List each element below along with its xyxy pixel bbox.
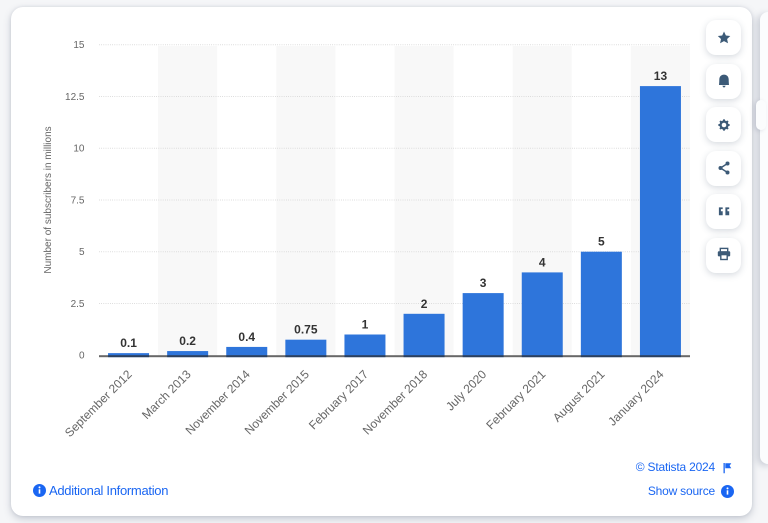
svg-text:0.2: 0.2 xyxy=(179,334,196,348)
svg-text:July 2020: July 2020 xyxy=(443,367,489,413)
svg-text:September 2012: September 2012 xyxy=(62,367,135,440)
svg-text:February 2021: February 2021 xyxy=(483,367,548,432)
svg-text:August 2021: August 2021 xyxy=(550,367,608,425)
svg-text:3: 3 xyxy=(480,276,487,290)
svg-text:4: 4 xyxy=(539,255,546,269)
svg-text:7.5: 7.5 xyxy=(71,195,85,206)
svg-text:12.5: 12.5 xyxy=(65,92,85,103)
svg-text:0.4: 0.4 xyxy=(238,330,255,344)
svg-text:0.1: 0.1 xyxy=(120,336,137,350)
svg-text:5: 5 xyxy=(79,247,85,258)
svg-text:March 2013: March 2013 xyxy=(139,367,194,422)
svg-text:January 2024: January 2024 xyxy=(605,367,667,429)
svg-text:10: 10 xyxy=(73,144,85,155)
svg-text:13: 13 xyxy=(654,69,668,83)
svg-text:2.5: 2.5 xyxy=(71,299,85,310)
svg-text:0.75: 0.75 xyxy=(294,323,318,337)
svg-text:Number of subscribers in milli: Number of subscribers in millions xyxy=(43,126,54,273)
svg-text:0: 0 xyxy=(79,351,85,362)
svg-text:5: 5 xyxy=(598,235,605,249)
svg-text:February 2017: February 2017 xyxy=(306,367,371,432)
svg-text:2: 2 xyxy=(421,297,428,311)
svg-text:1: 1 xyxy=(362,318,369,332)
svg-text:15: 15 xyxy=(73,40,85,51)
